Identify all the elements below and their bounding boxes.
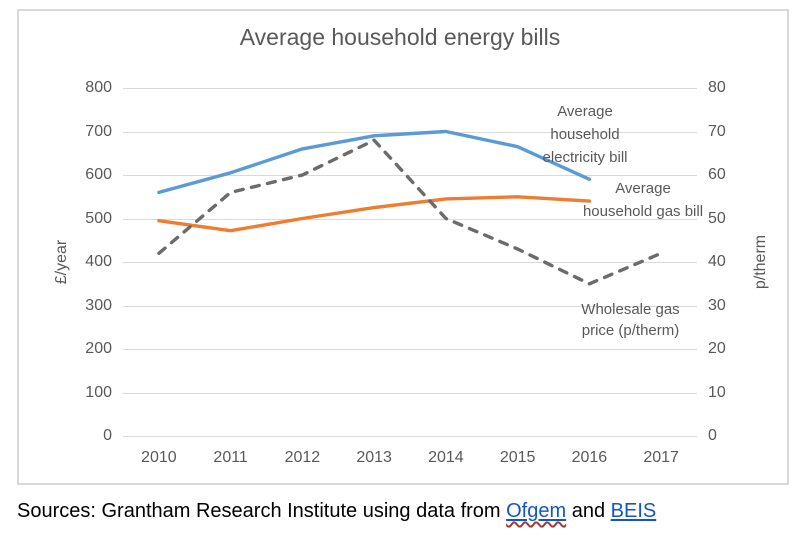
- electricity-bill-line: [157, 129, 592, 195]
- sources-text: Sources: Grantham Research Institute usi…: [17, 500, 507, 522]
- gridline: [123, 175, 697, 176]
- right-axis-tick-label: 10: [708, 383, 726, 401]
- electricity-series-label-line: household: [550, 126, 620, 143]
- gas-series-label-line: household gas bill: [582, 203, 704, 220]
- gridline: [123, 392, 697, 394]
- electricity-series-label-line: electricity bill: [542, 149, 628, 166]
- right-axis-tick-label: 20: [708, 340, 726, 357]
- x-axis-year-label: 2016: [571, 449, 608, 466]
- x-axis-year-label: 2012: [284, 449, 321, 466]
- x-axis-year-label: 2014: [428, 449, 464, 466]
- x-axis-year-label: 2017: [643, 449, 679, 466]
- x-axis-year-label: 2011: [213, 449, 248, 466]
- left-axis-tick-label: 100: [85, 383, 112, 401]
- right-axis-tick-label: 80: [708, 79, 726, 96]
- ofgem-link[interactable]: Ofgem: [506, 500, 566, 522]
- x-axis-year-label: 2015: [499, 449, 536, 466]
- left-axis-tick-label: 0: [103, 427, 112, 444]
- sources-text-and: and: [566, 500, 611, 522]
- left-axis-tick-label: 200: [85, 340, 112, 357]
- gridline: [123, 305, 697, 307]
- gridline: [123, 349, 697, 350]
- right-axis-tick-label: 50: [708, 209, 726, 227]
- left-axis-tick-label: 300: [85, 296, 112, 314]
- wholesale-gas-price-line: [157, 138, 663, 286]
- ofgem-link-text: Ofgem: [506, 500, 567, 522]
- right-axis-tick-label: 0: [708, 427, 717, 444]
- x-axis-year-label: 2013: [356, 449, 392, 466]
- electricity-series-label-line: Average: [557, 103, 613, 120]
- left-axis-tick-label: 700: [85, 122, 112, 140]
- series-lines: [157, 129, 663, 286]
- gridline: [123, 262, 697, 263]
- left-axis-tick-label: 800: [85, 79, 112, 96]
- electricity-series-label: Average household electricity bill: [495, 100, 675, 169]
- gridline: [123, 218, 697, 220]
- left-axis-tick-label: 500: [85, 209, 112, 227]
- right-axis-tick-label: 40: [708, 253, 726, 270]
- gas-series-label: Average household gas bill: [548, 177, 738, 223]
- sources-line: Sources: Grantham Research Institute usi…: [17, 500, 656, 523]
- right-axis-tick-label: 70: [708, 122, 726, 140]
- left-axis-title: £/year: [53, 239, 70, 285]
- wholesale-series-label: Wholesale gas price (p/therm): [528, 299, 733, 341]
- wholesale-series-label-line: price (p/therm): [581, 322, 680, 339]
- left-axis-tick-label: 600: [85, 166, 112, 183]
- x-axis-year-label: 2010: [141, 449, 177, 466]
- beis-link[interactable]: BEIS: [610, 500, 657, 522]
- right-axis-title: p/therm: [752, 234, 769, 290]
- gridline: [123, 436, 697, 437]
- left-axis-tick-label: 400: [85, 253, 112, 270]
- gas-series-label-line: Average: [615, 180, 671, 197]
- chart-title: Average household energy bills: [239, 24, 561, 50]
- gas-bill-line: [157, 195, 592, 233]
- wholesale-series-label-line: Wholesale gas: [581, 301, 680, 318]
- right-axis-tick-label: 60: [708, 166, 726, 183]
- right-axis-tick-label: 30: [708, 296, 726, 314]
- gridline: [123, 88, 697, 89]
